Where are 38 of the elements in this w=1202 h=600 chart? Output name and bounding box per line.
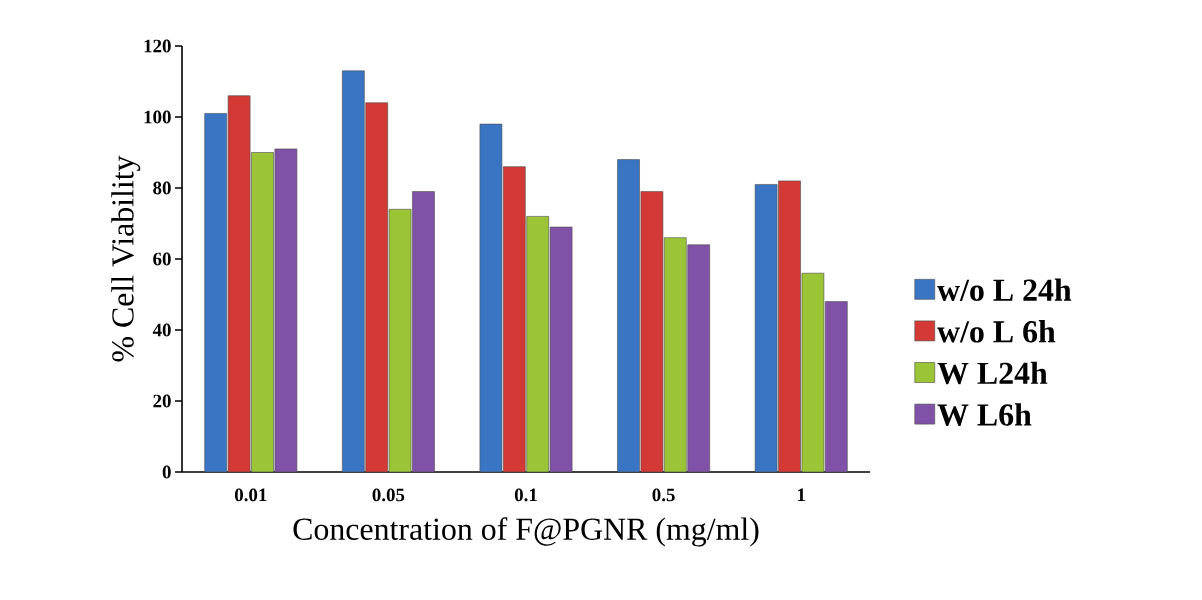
bar	[549, 226, 573, 472]
bar	[640, 191, 664, 472]
legend-label: w/o L 24h	[937, 278, 1072, 301]
y-tick-label: 0	[162, 465, 171, 479]
bar	[801, 272, 825, 472]
x-tick-label: 0.5	[652, 488, 675, 502]
y-tick-label: 120	[144, 39, 171, 53]
bar	[388, 209, 412, 472]
bar	[687, 244, 710, 472]
bar	[526, 216, 550, 472]
legend-label: W L24h	[937, 361, 1048, 385]
bar	[365, 102, 389, 472]
bar	[778, 180, 801, 472]
bar	[227, 95, 251, 472]
legend-label: w/o L 6h	[937, 320, 1056, 343]
y-tick-label: 40	[152, 323, 171, 337]
bar	[824, 301, 848, 472]
bar	[663, 237, 687, 472]
bar	[503, 166, 526, 472]
x-tick-label: 1	[797, 488, 805, 502]
bar	[754, 184, 778, 472]
bar	[479, 123, 503, 472]
x-tick-label: 0.01	[234, 488, 267, 502]
bar	[412, 191, 435, 472]
y-tick-label: 20	[153, 394, 171, 408]
bar	[204, 113, 228, 472]
y-tick-label: 80	[153, 181, 171, 195]
y-axis-title: % Cell Viability	[111, 155, 141, 362]
x-tick-label: 0.1	[514, 488, 537, 502]
x-tick-label: 0.05	[372, 488, 405, 502]
x-axis-title: Concentration of F@PGNR (mg/ml)	[293, 517, 759, 547]
bar	[342, 70, 365, 472]
legend-label: W L6h	[937, 403, 1032, 426]
bar	[617, 159, 640, 472]
y-tick-label: 60	[153, 252, 171, 266]
bar	[274, 148, 298, 472]
y-tick-label: 100	[144, 110, 171, 124]
bar	[251, 152, 274, 472]
